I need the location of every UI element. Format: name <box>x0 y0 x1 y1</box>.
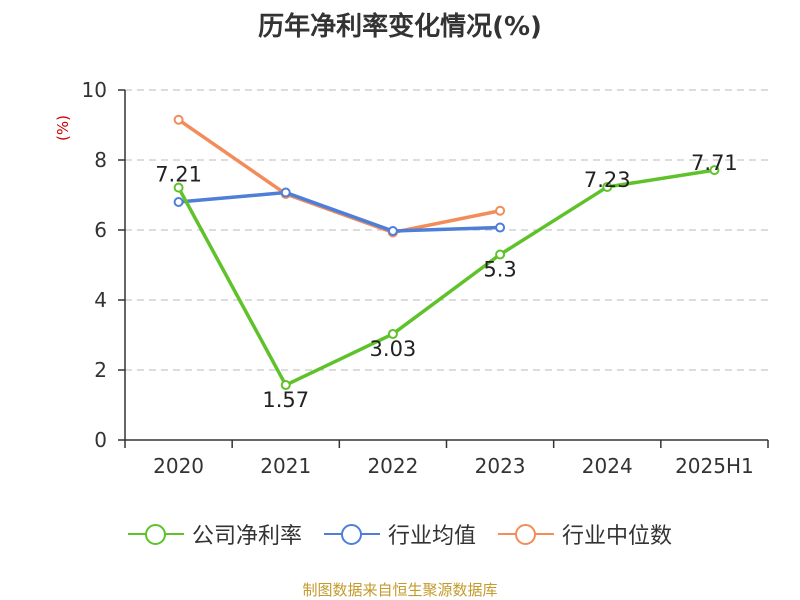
data-label: 1.57 <box>262 388 309 412</box>
data-point <box>280 187 291 198</box>
x-tick-label: 2025H1 <box>675 454 754 478</box>
data-label: 7.21 <box>155 163 202 187</box>
series-line-2 <box>177 118 501 235</box>
y-tick-label: 0 <box>94 428 107 452</box>
y-axis-label: (%) <box>54 115 72 141</box>
data-point <box>173 114 184 125</box>
x-tick-label: 2023 <box>475 454 526 478</box>
legend-marker-icon <box>498 523 554 545</box>
series-line-0 <box>177 168 715 387</box>
legend-label: 行业中位数 <box>562 524 673 549</box>
legend-label: 行业均值 <box>387 524 476 549</box>
data-point <box>602 181 613 192</box>
legend-item[interactable]: 行业中位数 <box>498 518 672 550</box>
data-label: 7.23 <box>584 168 631 192</box>
data-point <box>387 226 398 237</box>
y-tick-label: 4 <box>94 288 107 312</box>
data-label: 3.03 <box>370 337 417 361</box>
data-point <box>387 328 398 339</box>
data-point <box>173 182 184 193</box>
data-point <box>495 205 506 216</box>
data-point <box>173 197 184 207</box>
legend-item[interactable]: 公司净利率 <box>127 518 302 550</box>
series-line-1 <box>178 190 501 233</box>
y-tick-label: 8 <box>94 148 107 172</box>
legend-marker-icon <box>323 523 380 545</box>
legend-item[interactable]: 行业均值 <box>323 518 476 550</box>
data-point <box>280 380 291 391</box>
x-tick-label: 2021 <box>260 454 311 478</box>
data-label: 7.71 <box>691 151 738 175</box>
x-tick-label: 2024 <box>582 454 633 478</box>
x-tick-label: 2022 <box>367 454 418 478</box>
data-point <box>709 165 720 176</box>
legend-marker-icon <box>127 523 184 545</box>
data-label: 5.3 <box>483 258 516 282</box>
y-tick-label: 2 <box>94 358 107 382</box>
x-tick-label: 2020 <box>153 454 204 478</box>
data-point <box>495 222 506 233</box>
source-note: 制图数据来自恒生聚源数据库 <box>302 581 498 599</box>
legend-label: 公司净利率 <box>191 524 302 549</box>
chart-title: 历年净利率变化情况(%) <box>258 12 542 42</box>
y-tick-label: 6 <box>94 218 107 242</box>
chart-legend: 公司净利率 行业均值 行业中位数 <box>0 518 800 550</box>
y-tick-label: 10 <box>82 78 107 102</box>
data-point <box>495 249 506 260</box>
